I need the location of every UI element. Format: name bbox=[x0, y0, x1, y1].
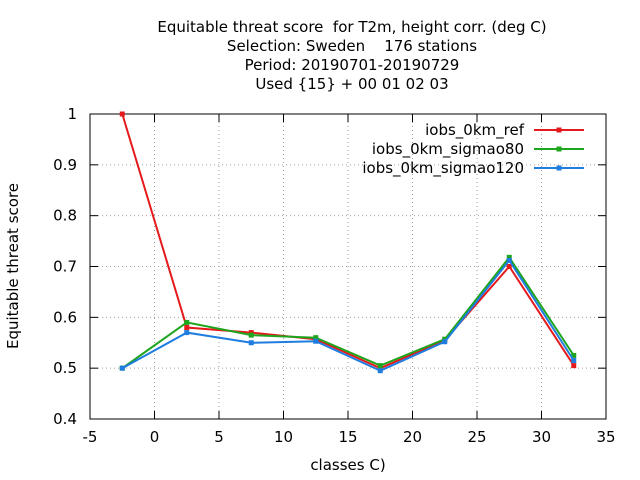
x-tick-label: 35 bbox=[596, 428, 615, 446]
x-tick-label: 20 bbox=[403, 428, 422, 446]
legend-swatch-marker bbox=[556, 165, 562, 171]
data-point bbox=[377, 363, 383, 369]
plot-frame bbox=[89, 113, 607, 420]
grid-lines bbox=[90, 114, 606, 419]
x-tick-label: 15 bbox=[338, 428, 357, 446]
data-point bbox=[506, 257, 512, 263]
data-point bbox=[248, 340, 254, 346]
x-tick-label: 30 bbox=[532, 428, 551, 446]
data-point bbox=[184, 319, 190, 325]
y-tick-label: 0.7 bbox=[53, 258, 77, 276]
data-point bbox=[377, 365, 383, 371]
data-point bbox=[571, 358, 577, 364]
x-tick-label: 10 bbox=[274, 428, 293, 446]
data-point bbox=[119, 111, 125, 117]
chart-title-line-2: Selection: Sweden 176 stations bbox=[226, 37, 478, 55]
data-point bbox=[313, 338, 319, 344]
data-point bbox=[571, 352, 577, 358]
chart-title-line-3: Period: 20190701-20190729 bbox=[244, 56, 460, 74]
chart-title-line-4: Used {15} + 00 01 02 03 bbox=[255, 75, 449, 93]
legend-label: iobs_0km_ref bbox=[425, 121, 525, 140]
x-tick-label: 25 bbox=[467, 428, 486, 446]
legend-label: iobs_0km_sigmao80 bbox=[372, 140, 524, 159]
chart-title-line-1: Equitable threat score for T2m, height c… bbox=[157, 18, 547, 36]
data-point bbox=[377, 368, 383, 374]
data-point bbox=[506, 254, 512, 260]
series-line-2 bbox=[121, 255, 575, 370]
legend-label: iobs_0km_sigmao120 bbox=[362, 159, 524, 178]
series-line-1 bbox=[121, 113, 575, 370]
y-tick-label: 1 bbox=[67, 105, 77, 123]
data-point bbox=[571, 363, 577, 369]
data-point bbox=[313, 335, 319, 341]
data-point bbox=[506, 264, 512, 269]
data-point bbox=[184, 330, 190, 336]
x-tick-label: 5 bbox=[214, 428, 224, 446]
axis-ticks: 0.4 0.5 0.6 0.7 0.8 0.9 1 -5 0 5 10 15 20 25 30 35 bbox=[53, 105, 615, 446]
data-point bbox=[442, 336, 448, 342]
data-point bbox=[184, 325, 190, 330]
data-point bbox=[442, 339, 448, 345]
x-tick-label: 0 bbox=[150, 428, 160, 446]
y-tick-label: 0.8 bbox=[53, 207, 77, 225]
y-tick-label: 0.9 bbox=[53, 156, 77, 174]
legend: iobs_0km_refiobs_0km_sigmao80iobs_0km_si… bbox=[362, 121, 584, 178]
y-tick-label: 0.4 bbox=[53, 410, 77, 428]
x-axis-label: classes C) bbox=[310, 456, 385, 474]
series-line-3 bbox=[121, 258, 575, 372]
data-point bbox=[248, 332, 254, 338]
y-tick-label: 0.6 bbox=[53, 308, 77, 326]
data-point bbox=[248, 330, 254, 336]
legend-swatch-marker bbox=[556, 127, 562, 133]
data-series bbox=[119, 111, 577, 374]
x-tick-label: -5 bbox=[83, 428, 98, 446]
data-point bbox=[119, 365, 125, 371]
y-axis-label: Equitable threat score bbox=[4, 183, 22, 349]
legend-swatch-marker bbox=[556, 146, 562, 152]
y-tick-label: 0.5 bbox=[53, 359, 77, 377]
